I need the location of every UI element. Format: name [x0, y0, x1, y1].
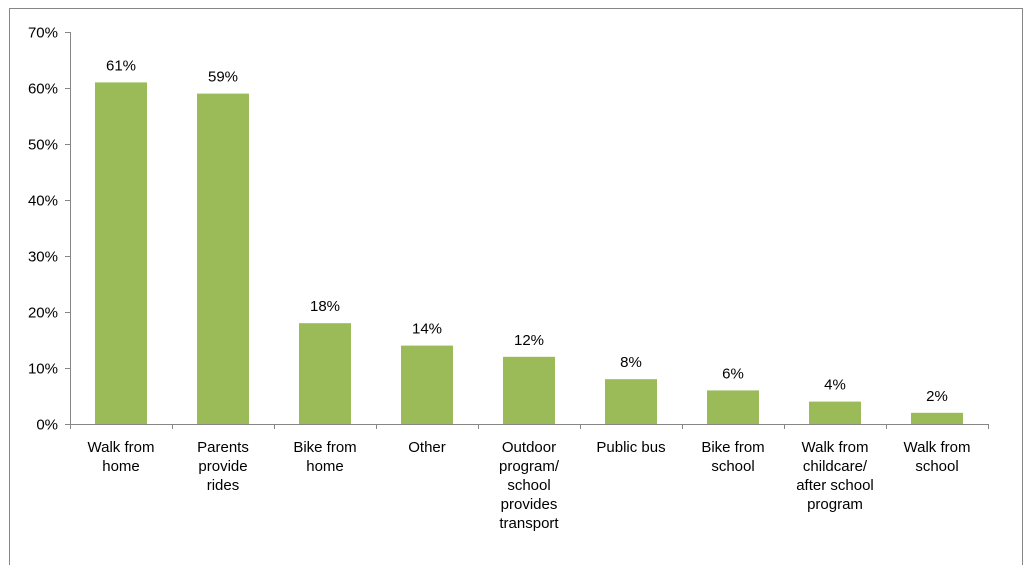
category-label: Bike from school	[701, 439, 764, 475]
bar	[95, 82, 147, 425]
bars	[95, 82, 963, 425]
bar	[299, 323, 351, 424]
data-label: 6%	[722, 365, 744, 382]
y-tick-label: 20%	[28, 305, 58, 322]
data-label: 4%	[824, 377, 846, 394]
data-label: 8%	[620, 354, 642, 371]
y-axis: 0% 10% 20% 30% 40% 50% 60% 70%	[28, 25, 71, 434]
data-label: 12%	[514, 332, 544, 349]
data-label: 2%	[926, 388, 948, 405]
category-label: Public bus	[596, 439, 665, 456]
data-label: 18%	[310, 298, 340, 315]
y-tick-label: 50%	[28, 137, 58, 154]
category-label: Walk from childcare/after school program	[796, 439, 874, 513]
data-label: 59%	[208, 69, 238, 86]
category-label: Walk from school	[904, 439, 971, 475]
bar	[197, 93, 249, 424]
y-tick-label: 60%	[28, 81, 58, 98]
chart-border	[9, 8, 1023, 565]
category-labels: Walk from home Parents provide rides Bike fro…	[88, 439, 971, 532]
category-label: Parents provide rides	[197, 439, 249, 494]
bar	[605, 379, 657, 424]
bar	[503, 356, 555, 424]
category-label: Outdoor program/school provides transport	[499, 439, 560, 532]
data-label: 61%	[106, 57, 136, 74]
y-tick-label: 0%	[36, 417, 58, 434]
data-label: 14%	[412, 321, 442, 338]
category-label: Walk from home	[88, 439, 155, 475]
y-tick-label: 70%	[28, 25, 58, 42]
y-tick-label: 10%	[28, 361, 58, 378]
y-tick-label: 40%	[28, 193, 58, 210]
data-labels: 61% 59% 18% 14% 12% 8% 6% 4% 2%	[106, 57, 948, 404]
category-label: Other	[408, 439, 446, 456]
category-label: Bike from home	[293, 439, 356, 475]
bar	[911, 412, 963, 424]
bar	[707, 390, 759, 424]
y-tick-label: 30%	[28, 249, 58, 266]
x-axis	[70, 424, 989, 429]
bar	[809, 401, 861, 424]
bar	[401, 345, 453, 424]
